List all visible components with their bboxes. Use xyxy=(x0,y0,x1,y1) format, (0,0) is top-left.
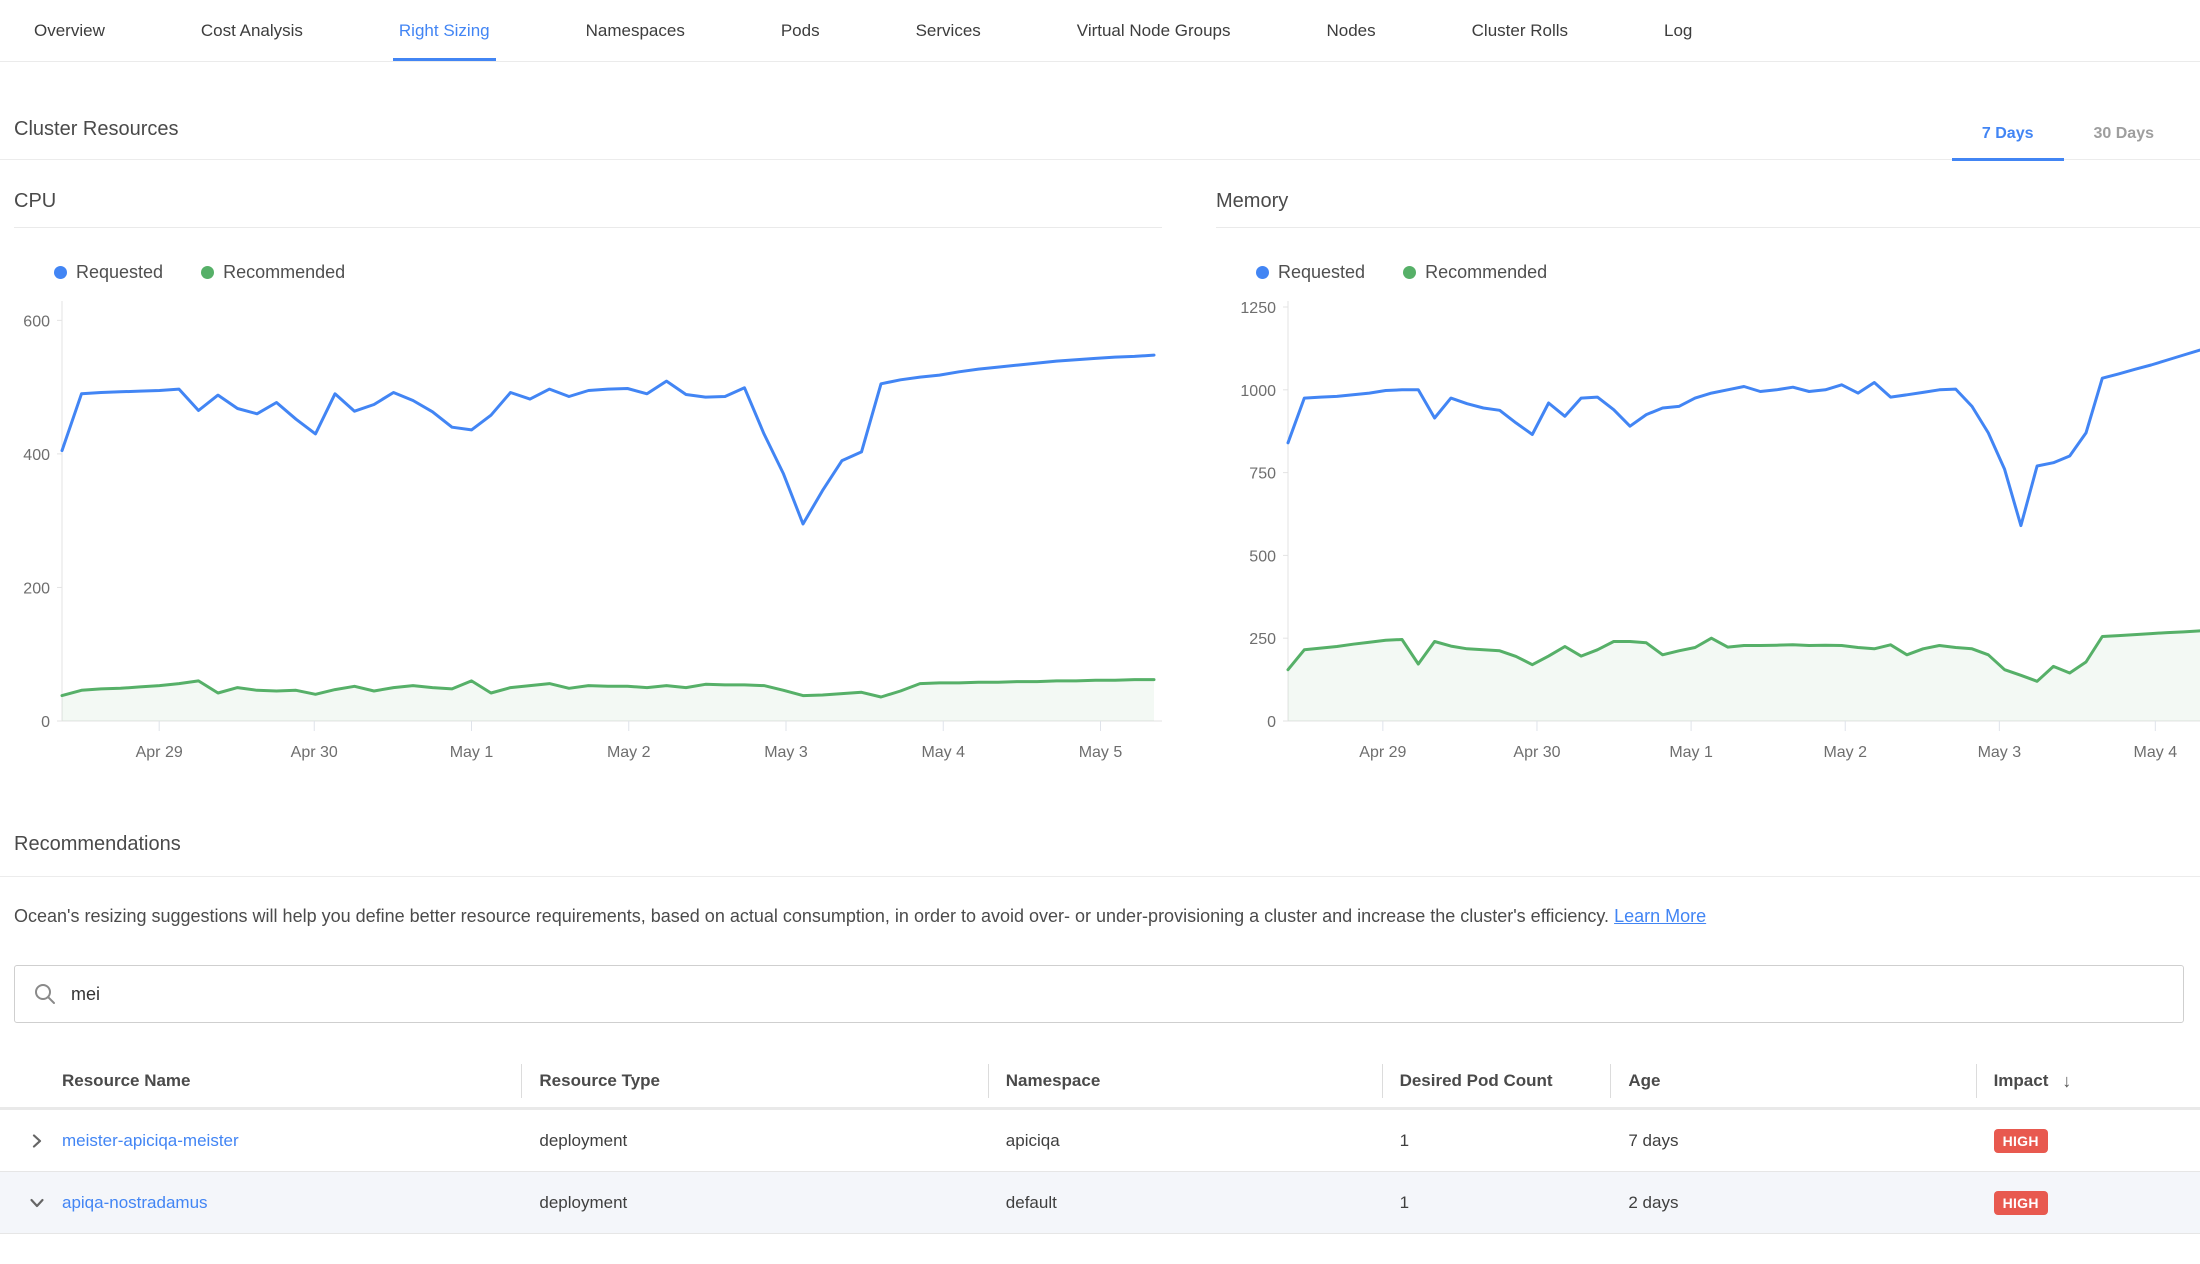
resource-type-cell: deployment xyxy=(521,1193,987,1213)
cluster-resources-header: Cluster Resources 7 Days 30 Days xyxy=(0,98,2200,160)
learn-more-link[interactable]: Learn More xyxy=(1614,906,1706,926)
cpu-chart-title: CPU xyxy=(14,190,1162,228)
charts-row: CPU Requested Recommended 0 200 400 600 Apr … xyxy=(0,190,2200,773)
recommended-dot-icon xyxy=(201,266,214,279)
svg-text:May 5: May 5 xyxy=(1079,744,1123,761)
column-resource-type[interactable]: Resource Type xyxy=(521,1055,987,1107)
impact-badge: HIGH xyxy=(1994,1191,2048,1215)
svg-text:May 2: May 2 xyxy=(607,744,651,761)
requested-dot-icon xyxy=(1256,266,1269,279)
description-text: Ocean's resizing suggestions will help y… xyxy=(14,906,1609,926)
resource-name-link[interactable]: apiqa-nostradamus xyxy=(62,1193,208,1213)
column-desired-pod-count[interactable]: Desired Pod Count xyxy=(1382,1055,1611,1107)
tab-cluster-rolls[interactable]: Cluster Rolls xyxy=(1472,0,1568,61)
resource-name-link[interactable]: meister-apiciqa-meister xyxy=(62,1131,239,1151)
sort-descending-icon[interactable]: ↓ xyxy=(2062,1071,2071,1092)
legend-item-requested[interactable]: Requested xyxy=(54,262,163,283)
svg-text:750: 750 xyxy=(1249,466,1276,483)
column-impact[interactable]: Impact ↓ xyxy=(1976,1055,2200,1107)
age-cell: 2 days xyxy=(1610,1193,1975,1213)
search-input[interactable] xyxy=(71,984,2165,1005)
desired-pod-count-cell: 1 xyxy=(1382,1131,1611,1151)
page-title: Cluster Resources xyxy=(14,118,179,159)
svg-text:250: 250 xyxy=(1249,631,1276,648)
table-row[interactable]: meister-apiciqa-meister deployment apici… xyxy=(0,1110,2200,1172)
column-resource-name[interactable]: Resource Name xyxy=(0,1055,521,1107)
tab-pods[interactable]: Pods xyxy=(781,0,820,61)
svg-text:500: 500 xyxy=(1249,548,1276,565)
namespace-cell: apiciqa xyxy=(988,1131,1382,1151)
column-age[interactable]: Age xyxy=(1610,1055,1975,1107)
impact-badge: HIGH xyxy=(1994,1129,2048,1153)
svg-text:0: 0 xyxy=(1267,714,1276,731)
legend-item-recommended[interactable]: Recommended xyxy=(1403,262,1547,283)
svg-text:1250: 1250 xyxy=(1240,300,1276,317)
legend-item-recommended[interactable]: Recommended xyxy=(201,262,345,283)
chevron-down-icon[interactable] xyxy=(26,1192,48,1214)
legend-label: Requested xyxy=(76,262,163,283)
recommendations-header: Recommendations xyxy=(0,833,2200,877)
tab-virtual-node-groups[interactable]: Virtual Node Groups xyxy=(1077,0,1231,61)
svg-text:Apr 29: Apr 29 xyxy=(136,744,183,761)
cpu-chart-card: CPU Requested Recommended 0 200 400 600 Apr … xyxy=(14,190,1162,773)
svg-text:600: 600 xyxy=(23,313,50,330)
recommendations-title: Recommendations xyxy=(14,833,2186,856)
desired-pod-count-cell: 1 xyxy=(1382,1193,1611,1213)
svg-text:May 1: May 1 xyxy=(450,744,494,761)
memory-chart-title: Memory xyxy=(1216,190,2200,228)
chevron-right-icon[interactable] xyxy=(26,1130,48,1152)
cpu-line-chart: 0 200 400 600 Apr 29 Apr 30 May 1 May 2 May 3 May… xyxy=(14,293,1162,773)
svg-text:May 3: May 3 xyxy=(1978,744,2022,761)
svg-text:200: 200 xyxy=(23,580,50,597)
svg-text:1000: 1000 xyxy=(1240,383,1276,400)
svg-text:400: 400 xyxy=(23,447,50,464)
tab-namespaces[interactable]: Namespaces xyxy=(586,0,685,61)
svg-text:May 4: May 4 xyxy=(2134,744,2178,761)
recommendations-table: Resource Name Resource Type Namespace De… xyxy=(0,1055,2200,1234)
column-namespace[interactable]: Namespace xyxy=(988,1055,1382,1107)
search-box xyxy=(14,965,2184,1023)
tab-right-sizing[interactable]: Right Sizing xyxy=(399,0,490,61)
svg-text:Apr 29: Apr 29 xyxy=(1359,744,1406,761)
requested-dot-icon xyxy=(54,266,67,279)
svg-text:May 1: May 1 xyxy=(1669,744,1713,761)
top-nav: Overview Cost Analysis Right Sizing Name… xyxy=(0,0,2200,62)
namespace-cell: default xyxy=(988,1193,1382,1213)
recommendations-description: Ocean's resizing suggestions will help y… xyxy=(0,903,2200,929)
svg-text:May 2: May 2 xyxy=(1823,744,1867,761)
svg-text:May 4: May 4 xyxy=(921,744,965,761)
svg-text:0: 0 xyxy=(41,714,50,731)
range-tab-30-days[interactable]: 30 Days xyxy=(2064,125,2185,159)
svg-text:Apr 30: Apr 30 xyxy=(1513,744,1560,761)
cpu-legend: Requested Recommended xyxy=(54,262,1162,283)
age-cell: 7 days xyxy=(1610,1131,1975,1151)
memory-legend: Requested Recommended xyxy=(1256,262,2200,283)
legend-item-requested[interactable]: Requested xyxy=(1256,262,1365,283)
tab-log[interactable]: Log xyxy=(1664,0,1692,61)
search-icon xyxy=(33,982,57,1006)
legend-label: Recommended xyxy=(1425,262,1547,283)
table-header: Resource Name Resource Type Namespace De… xyxy=(0,1055,2200,1110)
main-content: Cluster Resources 7 Days 30 Days CPU Req… xyxy=(0,98,2200,1234)
tab-services[interactable]: Services xyxy=(916,0,981,61)
time-range-toggle: 7 Days 30 Days xyxy=(1952,125,2184,159)
legend-label: Requested xyxy=(1278,262,1365,283)
svg-text:Apr 30: Apr 30 xyxy=(291,744,338,761)
tab-overview[interactable]: Overview xyxy=(34,0,105,61)
tab-nodes[interactable]: Nodes xyxy=(1327,0,1376,61)
resource-type-cell: deployment xyxy=(521,1131,987,1151)
legend-label: Recommended xyxy=(223,262,345,283)
memory-line-chart: 0 250 500 750 1000 1250 Apr 29 Apr 30 May 1 May 2… xyxy=(1216,293,2200,773)
recommended-dot-icon xyxy=(1403,266,1416,279)
tab-cost-analysis[interactable]: Cost Analysis xyxy=(201,0,303,61)
range-tab-7-days[interactable]: 7 Days xyxy=(1952,125,2064,161)
memory-chart-card: Memory Requested Recommended 0 250 500 750 1… xyxy=(1216,190,2200,773)
table-row[interactable]: apiqa-nostradamus deployment default 1 2… xyxy=(0,1172,2200,1234)
svg-text:May 3: May 3 xyxy=(764,744,808,761)
